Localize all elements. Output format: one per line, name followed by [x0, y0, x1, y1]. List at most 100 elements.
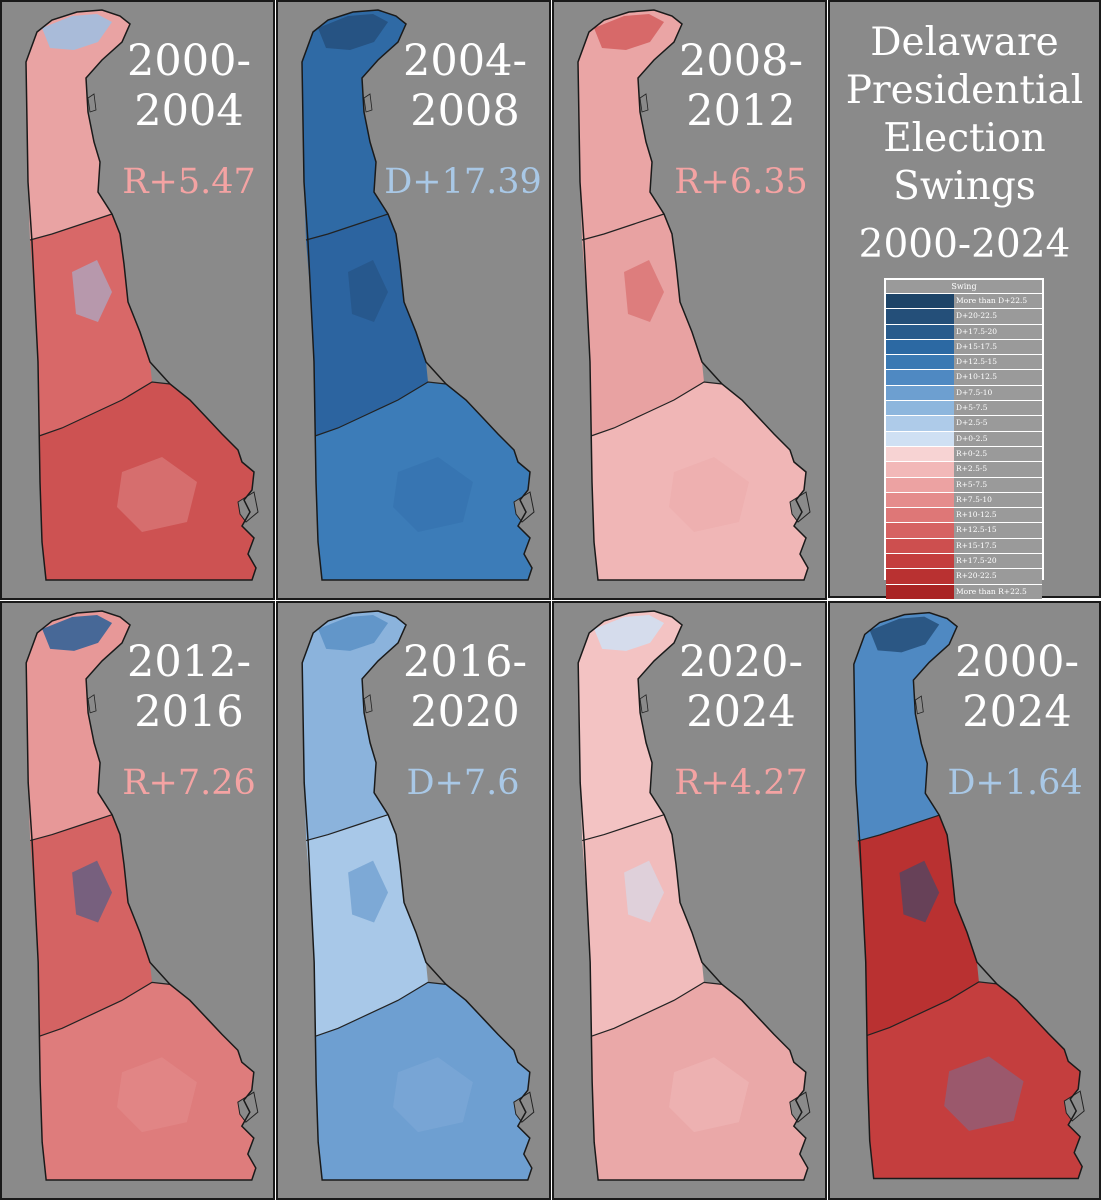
- legend-row: More than D+22.5: [886, 293, 1042, 309]
- county-border-south: [314, 381, 447, 437]
- county-border-south: [866, 981, 997, 1037]
- swing-value: R+5.47: [122, 162, 256, 202]
- new-castle-north-region: [853, 612, 958, 841]
- south-precinct-cluster: [117, 457, 197, 532]
- title-line-3: Election: [883, 116, 1046, 161]
- legend-label: D+0-2.5: [954, 431, 1042, 446]
- legend-row: R+0-2.5: [886, 445, 1042, 462]
- sussex-county-region: [39, 982, 256, 1181]
- period-label: 2000- 2024: [942, 637, 1092, 737]
- delaware-map: [577, 9, 811, 581]
- legend-rows: More than D+22.5 D+20-22.5 D+17.5-20 D+15-1…: [886, 293, 1042, 599]
- period-end: 2012: [686, 86, 796, 136]
- period-start: 2000-: [127, 36, 251, 86]
- new-castle-north-region: [302, 10, 406, 240]
- south-precinct-cluster: [669, 457, 749, 532]
- new-castle-north-region: [302, 610, 407, 841]
- swing-legend: Swing More than D+22.5 D+20-22.5 D+17.5-20…: [884, 278, 1044, 599]
- state-outline: [25, 610, 257, 1181]
- map-panel-2012-2016: 2012- 2016 R+7.26: [0, 601, 275, 1200]
- legend-swatch: [886, 569, 954, 584]
- legend-label: D+15-17.5: [954, 339, 1042, 355]
- county-border-south: [38, 381, 171, 437]
- north-precinct-cluster: [318, 614, 389, 651]
- kent-county-region: [306, 814, 428, 1037]
- legend-row: D+15-17.5: [886, 338, 1042, 355]
- legend-row: R+10-12.5: [886, 507, 1042, 523]
- legend-row: R+5-7.5: [886, 476, 1042, 492]
- swing-value: R+6.35: [674, 162, 808, 202]
- title-line-2: Presidential: [845, 68, 1084, 113]
- legend-swatch: [886, 477, 954, 492]
- county-border-north: [857, 814, 940, 842]
- legend-label: R+15-17.5: [954, 538, 1042, 554]
- period-start: 2000-: [955, 637, 1079, 687]
- period-end: 2008: [410, 86, 520, 136]
- sussex-county-region: [39, 382, 256, 580]
- map-panel-2016-2020: 2016- 2020 D+7.6: [276, 601, 551, 1200]
- legend-swatch: [886, 446, 954, 462]
- south-precinct-cluster: [117, 1057, 197, 1133]
- legend-label: R+20-22.5: [954, 569, 1042, 584]
- new-castle-north-region: [578, 10, 682, 240]
- legend-row: D+12.5-15: [886, 354, 1042, 370]
- dover-precinct-cluster: [899, 860, 940, 923]
- legend-row: D+10-12.5: [886, 369, 1042, 385]
- period-label: 2016- 2020: [390, 637, 540, 737]
- river-island: [914, 695, 924, 715]
- state-outline: [301, 9, 533, 581]
- period-end: 2016: [134, 687, 244, 737]
- period-start: 2016-: [403, 637, 527, 687]
- river-island: [87, 694, 97, 714]
- kent-county-region: [30, 814, 152, 1037]
- legend-label: D+17.5-20: [954, 324, 1042, 339]
- legend-row: D+7.5-10: [886, 384, 1042, 401]
- south-precinct-cluster: [669, 1057, 749, 1133]
- legend-label: D+20-22.5: [954, 309, 1042, 324]
- legend-label: D+7.5-10: [954, 385, 1042, 401]
- legend-label: D+12.5-15: [954, 355, 1042, 370]
- legend-swatch: [886, 324, 954, 339]
- legend-label: D+2.5-5: [954, 416, 1042, 431]
- legend-swatch: [886, 339, 954, 355]
- period-label: 2004- 2008: [390, 36, 540, 136]
- county-border-north: [582, 814, 665, 842]
- north-precinct-cluster: [42, 14, 112, 50]
- county-border-south: [38, 981, 171, 1037]
- legend-swatch: [886, 309, 954, 324]
- state-outline: [577, 9, 809, 581]
- title-legend-panel: Delaware Presidential Election Swings 20…: [828, 0, 1101, 599]
- period-end: 2004: [134, 86, 244, 136]
- period-end: 2020: [410, 687, 520, 737]
- river-island: [87, 93, 97, 113]
- period-label: 2008- 2012: [666, 36, 816, 136]
- swing-value: R+4.27: [674, 763, 808, 803]
- legend-swatch: [886, 294, 954, 309]
- south-precinct-cluster: [393, 1057, 473, 1133]
- sussex-county-region: [866, 981, 1083, 1179]
- swing-value: D+17.39: [384, 162, 542, 202]
- period-label: 2000- 2004: [114, 36, 264, 136]
- title-line-5: 2000-2024: [858, 222, 1071, 267]
- title-line-1: Delaware: [870, 20, 1059, 65]
- legend-row: R+15-17.5: [886, 537, 1042, 554]
- legend-row: R+12.5-15: [886, 522, 1042, 538]
- legend-swatch: [886, 370, 954, 385]
- map-panel-2020-2024: 2020- 2024 R+4.27: [552, 601, 827, 1200]
- period-start: 2008-: [679, 36, 803, 86]
- state-outline: [25, 9, 257, 581]
- county-border-south: [590, 981, 723, 1037]
- delaware-map: [301, 610, 535, 1181]
- legend-swatch: [886, 431, 954, 446]
- new-castle-north-region: [26, 10, 130, 240]
- sussex-county-region: [591, 382, 808, 580]
- legend-label: R+5-7.5: [954, 477, 1042, 492]
- legend-swatch: [886, 492, 954, 508]
- legend-heading: Swing: [886, 280, 1042, 293]
- dover-precinct-cluster: [72, 260, 112, 322]
- kent-county-region: [306, 214, 428, 436]
- north-precinct-cluster: [594, 14, 664, 50]
- legend-row: R+17.5-20: [886, 553, 1042, 569]
- legend-row: R+7.5-10: [886, 491, 1042, 508]
- legend-row: R+2.5-5: [886, 461, 1042, 477]
